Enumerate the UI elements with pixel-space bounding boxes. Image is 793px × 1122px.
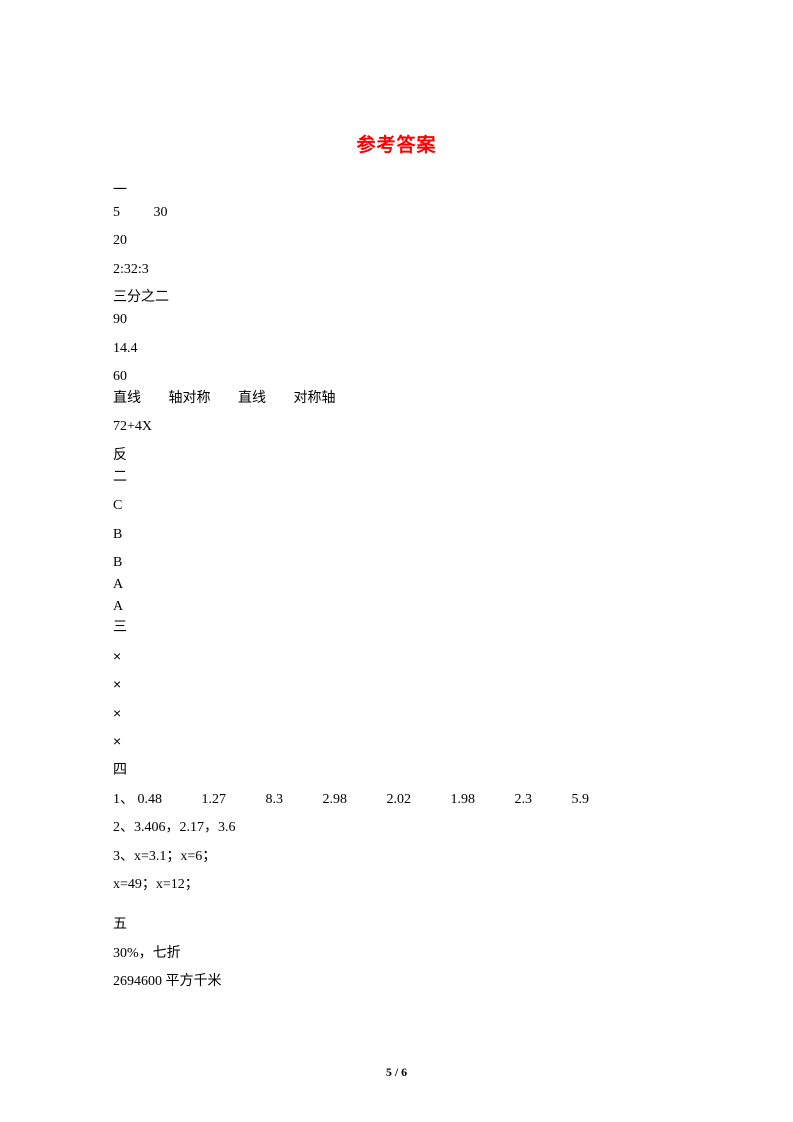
answer-line: 三分之二 — [113, 288, 680, 308]
answer-line: 14.4 — [113, 339, 680, 359]
page-number: 5 / 6 — [0, 1065, 793, 1080]
answer-line: 2:32:3 — [113, 260, 680, 280]
answer-line: B — [113, 525, 680, 545]
section-1-header: 一 — [113, 181, 680, 201]
answer-value: 8.3 — [266, 790, 320, 810]
answer-value: 5 — [113, 203, 150, 223]
section-2-header: 二 — [113, 468, 680, 488]
answer-line: B — [113, 553, 680, 573]
answer-line: 90 — [113, 310, 680, 330]
answer-line: 1、 0.48 1.27 8.3 2.98 2.02 1.98 2.3 5.9 — [113, 790, 680, 810]
answer-line: × — [113, 704, 680, 724]
answer-value: 2.98 — [323, 790, 384, 810]
answer-value: 1.27 — [202, 790, 263, 810]
answer-prefix: 1、 — [113, 792, 134, 807]
answer-line: 直线 轴对称 直线 对称轴 — [113, 389, 680, 409]
answer-value: 轴对称 — [169, 389, 235, 409]
answer-line: × — [113, 732, 680, 752]
answer-line: 30%，七折 — [113, 944, 680, 964]
answer-line: 72+4X — [113, 417, 680, 437]
answer-line: 20 — [113, 231, 680, 251]
answer-value: 直线 — [113, 389, 165, 409]
section-4-header: 四 — [113, 761, 680, 781]
answer-line: A — [113, 575, 680, 595]
answer-line: C — [113, 496, 680, 516]
answer-line: 3、x=3.1；x=6； — [113, 847, 680, 867]
answer-line: × — [113, 675, 680, 695]
answer-value: 0.48 — [138, 790, 199, 810]
answer-value: 2.3 — [515, 790, 569, 810]
answer-line: 2694600 平方千米 — [113, 972, 680, 992]
answer-value: 1.98 — [451, 790, 512, 810]
section-3-header: 三 — [113, 618, 680, 638]
answer-line: 60 — [113, 367, 680, 387]
answer-line: 5 30 — [113, 203, 680, 223]
section-5-header: 五 — [113, 915, 680, 935]
answer-line: 2、3.406，2.17，3.6 — [113, 818, 680, 838]
answer-line: A — [113, 597, 680, 617]
answer-line: × — [113, 647, 680, 667]
answer-value: 对称轴 — [294, 389, 336, 409]
answer-value: 2.02 — [387, 790, 448, 810]
page-title: 参考答案 — [113, 130, 680, 157]
answer-line: 反 — [113, 446, 680, 466]
answer-line: x=49；x=12； — [113, 875, 680, 895]
answer-value: 30 — [154, 203, 168, 223]
answer-value: 直线 — [238, 389, 290, 409]
answer-value: 5.9 — [572, 790, 590, 810]
